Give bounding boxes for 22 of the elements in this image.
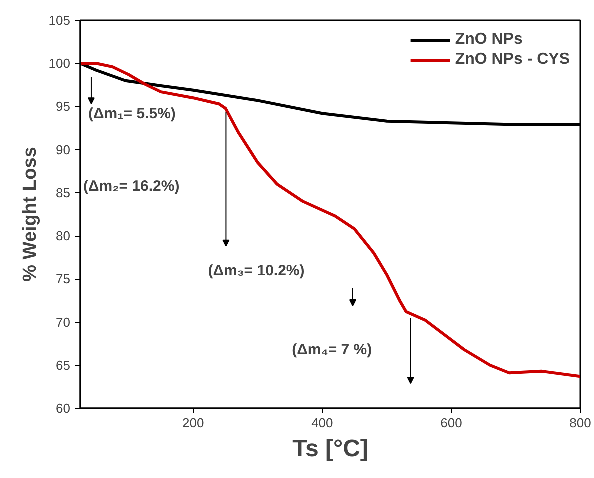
y-tick-label: 90	[56, 142, 71, 158]
x-axis-title: Ts [°C]	[292, 436, 368, 462]
annotation: (Δm₃= 10.2%)	[208, 262, 305, 280]
y-tick-label: 105	[48, 13, 71, 28]
annotation: (Δm₂= 16.2%)	[83, 178, 180, 196]
y-tick-label: 70	[56, 314, 71, 330]
y-tick-label: 85	[56, 185, 71, 200]
y-tick-label: 75	[56, 272, 71, 287]
y-tick-label: 80	[56, 228, 71, 244]
y-tick-label: 95	[56, 99, 71, 114]
x-tick-label: 600	[440, 416, 462, 430]
y-tick-label: 60	[56, 401, 71, 416]
x-tick-label: 800	[570, 416, 592, 430]
legend-label: ZnO NPs - CYS	[455, 51, 570, 69]
legend-label: ZnO NPs	[455, 31, 523, 49]
annotation: (Δm₁= 5.5%)	[88, 106, 176, 123]
y-tick-label: 65	[56, 358, 71, 373]
x-tick-label: 400	[312, 416, 334, 430]
y-tick-label: 100	[48, 56, 71, 72]
x-tick-label: 200	[182, 416, 204, 430]
y-axis-title: % Weight Loss	[20, 147, 41, 282]
annotation: (Δm₄= 7 %)	[292, 341, 372, 358]
